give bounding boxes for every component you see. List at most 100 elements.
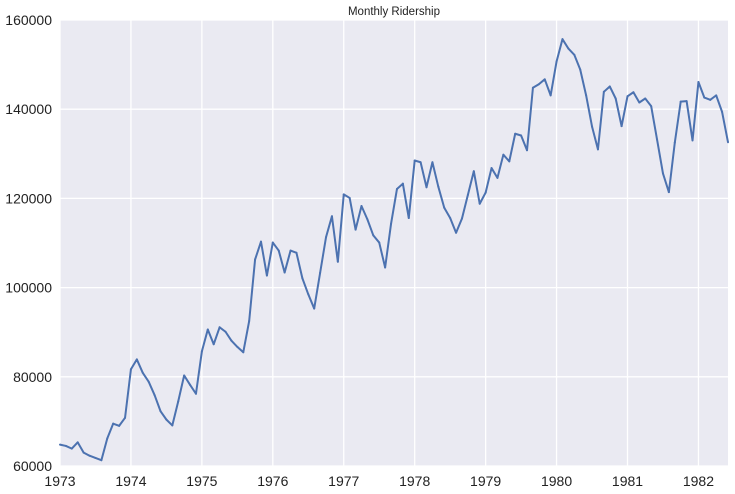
data-point (64, 444, 67, 447)
data-point (301, 277, 304, 280)
data-point (567, 47, 570, 50)
data-point (70, 447, 73, 450)
data-point (555, 60, 558, 63)
data-point (59, 443, 61, 446)
data-point (472, 170, 475, 173)
x-tick-label: 1977 (328, 473, 359, 489)
data-point (295, 251, 298, 254)
data-point (384, 266, 387, 269)
data-point (218, 326, 221, 329)
data-point (348, 196, 351, 199)
data-point (112, 422, 115, 425)
data-point (727, 141, 729, 144)
data-point (206, 328, 209, 331)
data-point (709, 98, 712, 101)
data-point (697, 80, 700, 83)
data-point (596, 148, 599, 151)
x-tick-label: 1974 (115, 473, 146, 489)
data-point (289, 249, 292, 252)
data-point (632, 91, 635, 94)
data-point (437, 185, 440, 188)
data-point (661, 172, 664, 175)
data-point (307, 293, 310, 296)
data-point (650, 105, 653, 108)
data-point (537, 83, 540, 86)
data-point (549, 94, 552, 97)
data-point (526, 149, 529, 152)
y-tick-label: 140000 (5, 101, 52, 117)
data-point (319, 271, 322, 274)
data-point (390, 222, 393, 225)
data-point (656, 138, 659, 141)
data-point (212, 343, 215, 346)
x-tick-label: 1981 (612, 473, 643, 489)
data-point (579, 68, 582, 71)
data-point (502, 153, 505, 156)
x-tick-label: 1975 (186, 473, 217, 489)
data-point (153, 394, 156, 397)
data-point (354, 228, 357, 231)
data-point (360, 204, 363, 207)
chart-title: Monthly Ridership (348, 6, 440, 18)
data-point (129, 368, 132, 371)
data-point (585, 94, 588, 97)
data-point (679, 100, 682, 103)
data-point (342, 193, 345, 196)
data-point (478, 202, 481, 205)
data-point (378, 241, 381, 244)
y-tick-label: 80000 (13, 369, 52, 385)
data-point (194, 392, 197, 395)
data-point (336, 260, 339, 263)
x-axis-ticks: 1973 1974 1975 1976 1977 1978 1979 1980 1981 1982 (44, 473, 714, 489)
data-point (159, 410, 162, 413)
data-point (614, 97, 617, 100)
data-point (484, 191, 487, 194)
data-point (626, 95, 629, 98)
data-point (561, 38, 564, 41)
data-point (277, 249, 280, 252)
data-point (407, 217, 410, 220)
y-tick-label: 100000 (5, 280, 52, 296)
y-tick-label: 60000 (13, 458, 52, 474)
data-point (271, 241, 274, 244)
data-point (715, 94, 718, 97)
data-point (573, 53, 576, 56)
data-point (667, 191, 670, 194)
data-point (673, 141, 676, 144)
data-point (76, 441, 79, 444)
data-point (189, 383, 192, 386)
data-point (366, 218, 369, 221)
data-point (313, 307, 316, 310)
data-point (431, 161, 434, 164)
x-tick-label: 1979 (470, 473, 501, 489)
data-point (88, 454, 91, 457)
data-point (165, 418, 168, 421)
data-point (248, 320, 251, 323)
data-point (460, 217, 463, 220)
data-point (224, 330, 227, 333)
data-point (602, 90, 605, 93)
data-point (254, 258, 257, 261)
data-point (419, 161, 422, 164)
x-tick-label: 1976 (257, 473, 288, 489)
data-point (242, 351, 245, 354)
data-point (325, 236, 328, 239)
data-point (124, 416, 127, 419)
series-line (59, 38, 729, 462)
y-tick-label: 160000 (5, 12, 52, 28)
data-point (490, 167, 493, 170)
data-point (236, 345, 239, 348)
x-tick-label: 1982 (683, 473, 714, 489)
data-point (395, 188, 398, 191)
x-tick-label: 1980 (541, 473, 572, 489)
data-points (59, 38, 729, 462)
data-point (413, 159, 416, 162)
data-point (703, 96, 706, 99)
data-point (531, 86, 534, 89)
data-point (141, 371, 144, 374)
data-point (183, 374, 186, 377)
data-point (455, 231, 458, 234)
x-tick-label: 1973 (44, 473, 75, 489)
data-point (100, 459, 103, 462)
data-point (644, 97, 647, 100)
